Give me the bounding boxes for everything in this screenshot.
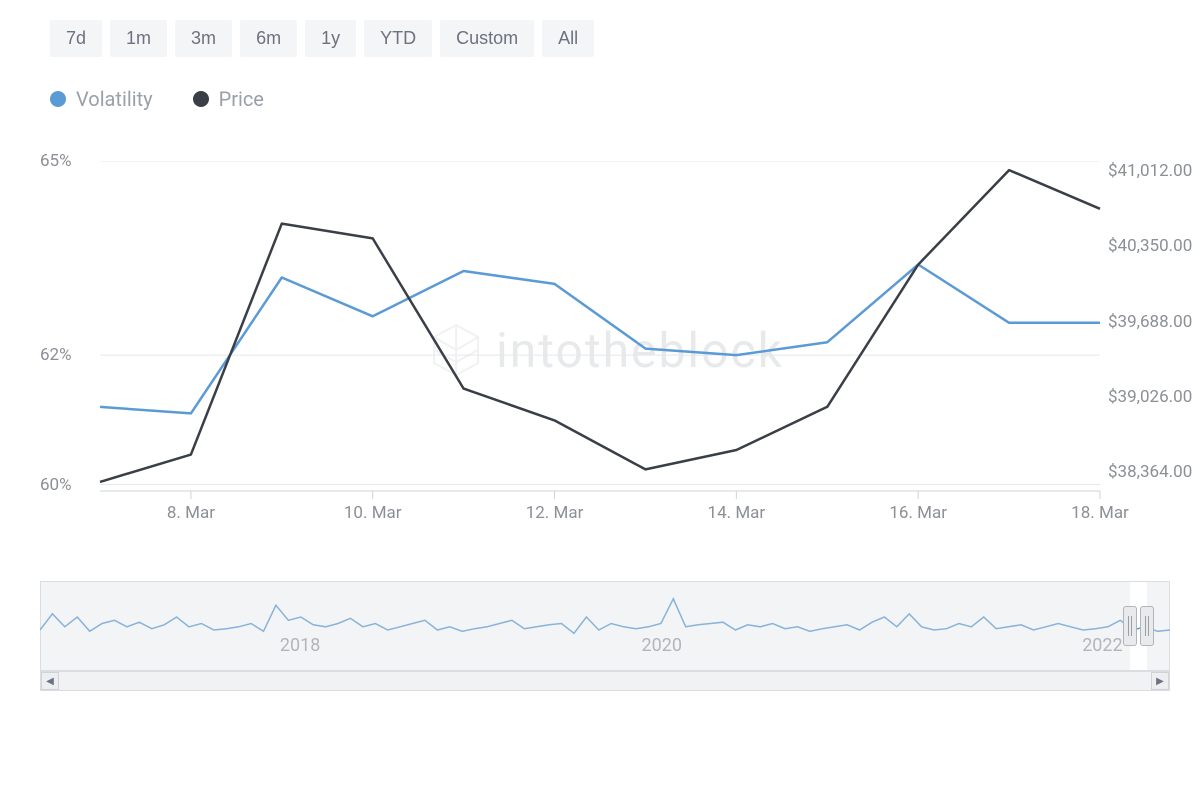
range-button-3m[interactable]: 3m xyxy=(175,20,232,57)
navigator[interactable]: ◀ ▶ 201820202022 xyxy=(40,581,1170,681)
range-button-7d[interactable]: 7d xyxy=(50,20,102,57)
range-button-all[interactable]: All xyxy=(542,20,594,57)
navigator-handle-right[interactable] xyxy=(1140,606,1154,646)
range-button-group: 7d1m3m6m1yYTDCustomAll xyxy=(50,20,1180,57)
range-button-1m[interactable]: 1m xyxy=(110,20,167,57)
legend-label-volatility: Volatility xyxy=(76,87,153,111)
scroll-left-button[interactable]: ◀ xyxy=(41,672,59,690)
chart-legend: Volatility Price xyxy=(50,87,1180,111)
legend-dot-price xyxy=(193,91,209,107)
scroll-right-button[interactable]: ▶ xyxy=(1151,672,1169,690)
legend-item-volatility[interactable]: Volatility xyxy=(50,87,153,111)
chart-svg xyxy=(40,161,1170,531)
range-button-ytd[interactable]: YTD xyxy=(364,20,432,57)
range-button-1y[interactable]: 1y xyxy=(305,20,356,57)
main-chart[interactable]: intotheblock 60%62%65%$38,364.00$39,026.… xyxy=(40,161,1170,551)
legend-dot-volatility xyxy=(50,91,66,107)
legend-label-price: Price xyxy=(219,87,264,111)
range-button-6m[interactable]: 6m xyxy=(240,20,297,57)
legend-item-price[interactable]: Price xyxy=(193,87,264,111)
navigator-scrollbar[interactable]: ◀ ▶ xyxy=(40,671,1170,691)
navigator-mask-left xyxy=(40,581,1130,671)
range-button-custom[interactable]: Custom xyxy=(440,20,534,57)
navigator-handle-left[interactable] xyxy=(1123,606,1137,646)
